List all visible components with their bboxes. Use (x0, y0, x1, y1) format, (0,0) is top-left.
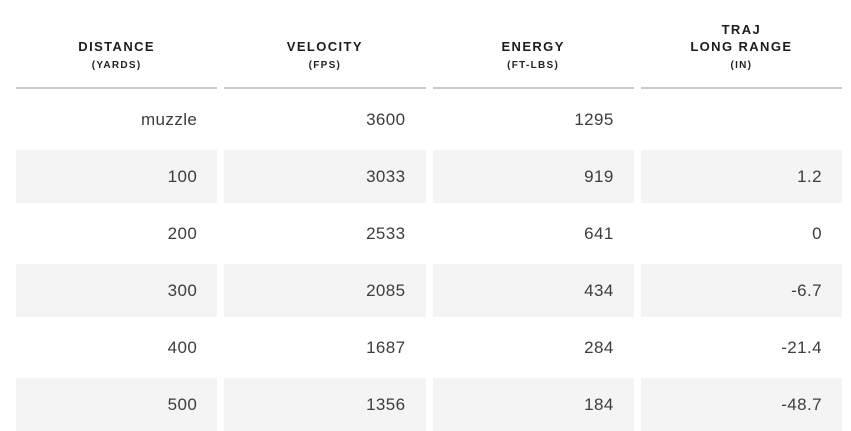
cell-energy: 434 (432, 264, 634, 317)
cell-trajectory: 0 (812, 223, 822, 243)
column-header-unit: (FT-LBS) (507, 60, 560, 71)
column-header-unit: (FPS) (308, 60, 342, 71)
cell-distance: muzzle (141, 109, 198, 129)
cell-trajectory (641, 93, 842, 146)
cell-distance: 300 (16, 264, 218, 317)
cell-distance: 500 (16, 378, 218, 431)
cell-velocity: 2085 (224, 264, 426, 317)
cell-velocity: 2533 (366, 223, 406, 243)
cell-energy: 641 (584, 223, 614, 243)
column-header-traj-long-range: TRAJ LONG RANGE (IN) (640, 0, 842, 89)
cell-velocity: 3033 (224, 150, 426, 203)
cell-distance: 400 (167, 337, 198, 357)
cell-energy: 1295 (574, 109, 614, 129)
cell-velocity: 1356 (224, 378, 426, 431)
column-header-label: VELOCITY (286, 39, 363, 54)
column-header-distance: DISTANCE (YARDS) (16, 0, 218, 89)
cell-distance: 100 (16, 150, 218, 203)
cell-velocity: 1687 (366, 337, 406, 357)
column-header-velocity: VELOCITY (FPS) (224, 0, 426, 89)
cell-velocity: 3600 (366, 109, 406, 129)
column-header-label: LONG RANGE (690, 39, 793, 54)
column-header-unit: (YARDS) (91, 60, 142, 71)
column-header-unit: (IN) (730, 60, 753, 71)
cell-energy: 919 (432, 150, 634, 203)
cell-trajectory: -6.7 (640, 264, 842, 317)
cell-energy: 284 (584, 337, 614, 357)
column-header-label: ENERGY (501, 39, 565, 54)
cell-trajectory: -21.4 (781, 337, 822, 357)
column-header-label: DISTANCE (78, 39, 155, 54)
cell-distance: 200 (167, 223, 198, 243)
cell-energy: 184 (432, 378, 634, 431)
cell-trajectory: 1.2 (640, 150, 842, 203)
cell-trajectory: -48.7 (640, 378, 842, 431)
column-header-energy: ENERGY (FT-LBS) (432, 0, 634, 89)
column-header-line-top: TRAJ (721, 22, 762, 37)
